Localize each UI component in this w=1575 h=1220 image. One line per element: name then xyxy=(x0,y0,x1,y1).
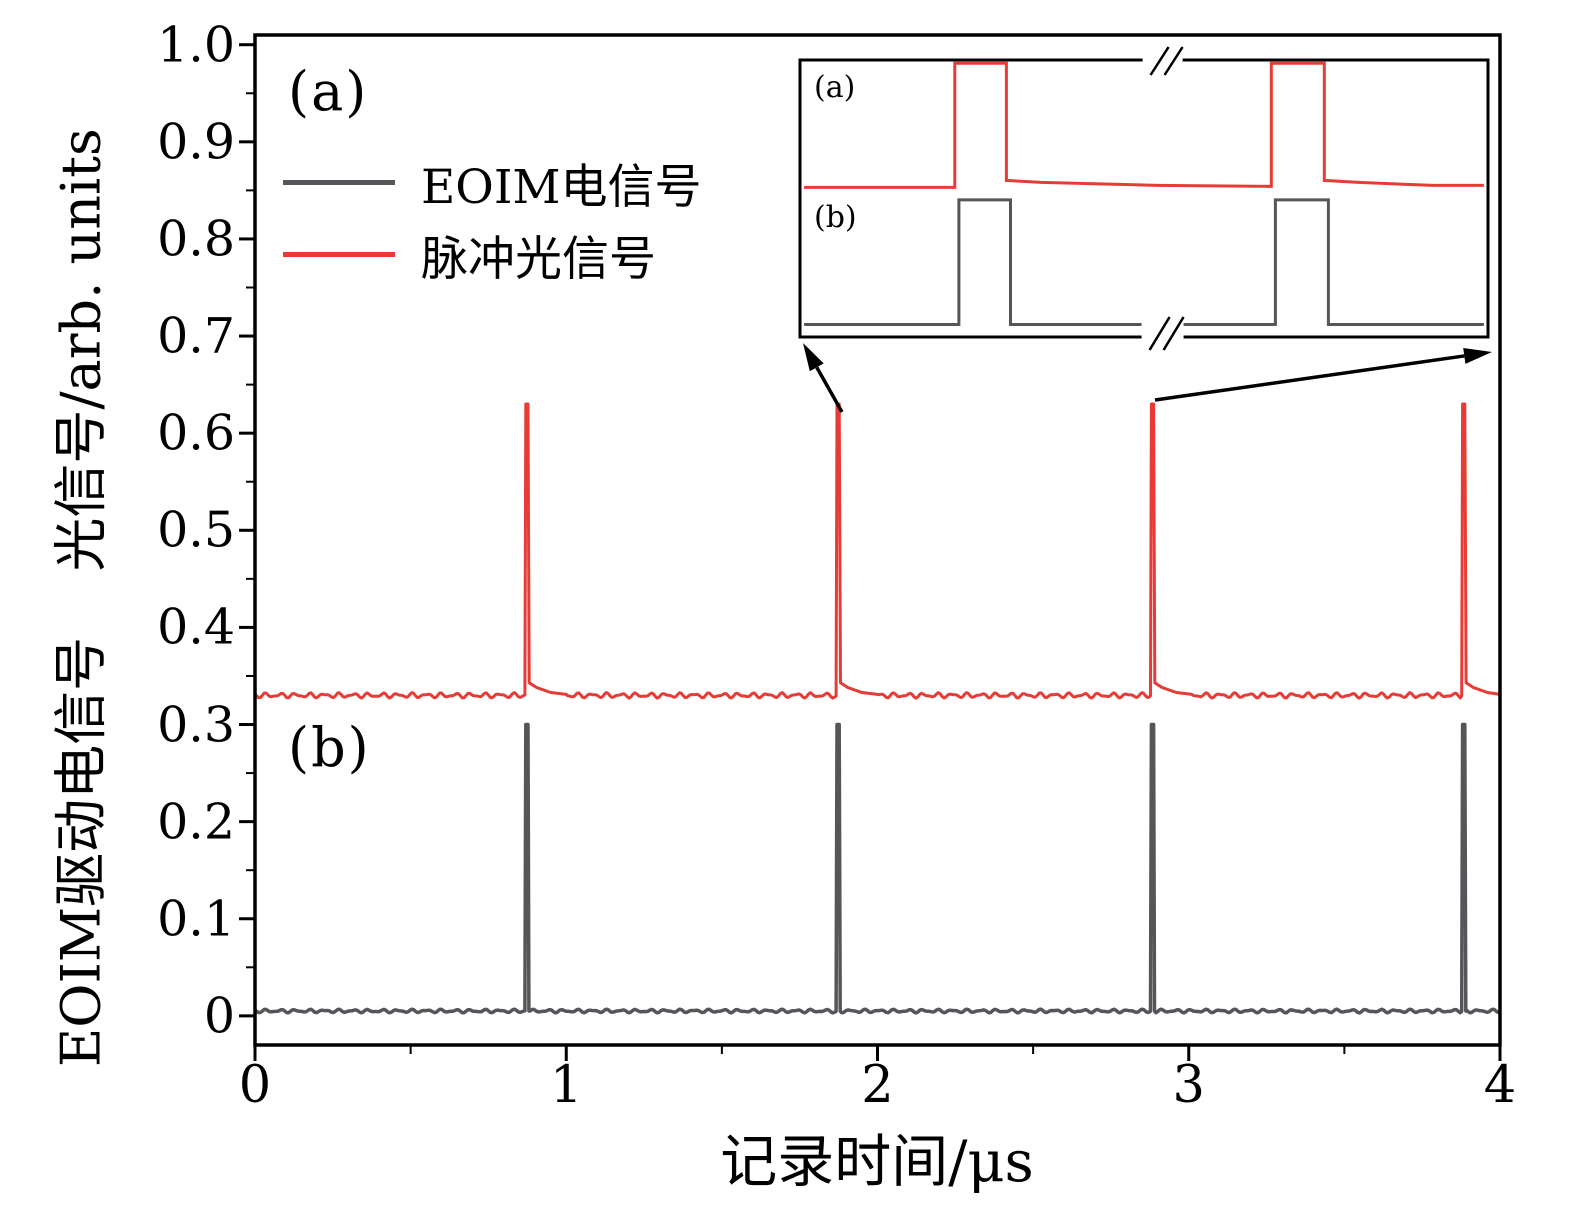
y-tick-label: 0.1 xyxy=(157,890,235,948)
y-tick-label: 0.4 xyxy=(157,598,235,656)
y-tick-label: 0 xyxy=(203,987,235,1045)
legend-item-eoim-electrical: EOIM电信号 xyxy=(283,146,702,218)
y-tick-label: 0.6 xyxy=(157,404,235,462)
y-axis-title-top: 光信号/arb. units xyxy=(49,128,113,572)
plot-frame xyxy=(253,33,1502,1047)
y-tick-label: 1.0 xyxy=(157,16,235,74)
y-tick-label: 0.5 xyxy=(157,501,235,559)
legend-label-pulse: 脉冲光信号 xyxy=(421,231,656,287)
axis-break-top-slash xyxy=(1163,46,1184,76)
y-axis-title-bottom: EOIM驱动电信号 xyxy=(49,636,113,1068)
x-tick-label: 4 xyxy=(1483,1056,1517,1115)
x-tick-label: 3 xyxy=(1172,1056,1205,1115)
inset-label-a: (a) xyxy=(814,70,856,105)
inset-optical-trace xyxy=(804,61,1484,189)
legend-line-red xyxy=(283,251,395,257)
legend-item-optical-pulse: 脉冲光信号 xyxy=(283,218,702,290)
y-tick-label: 0.2 xyxy=(157,793,235,851)
legend-line-gray xyxy=(283,179,395,185)
inset-arrow-left-line xyxy=(815,366,844,413)
panel-label-a: (a) xyxy=(288,60,369,123)
x-tick-label: 0 xyxy=(238,1056,272,1115)
axis-break-bottom-slash xyxy=(1162,316,1185,351)
x-tick-label: 2 xyxy=(861,1056,894,1115)
optical-pulse-trace xyxy=(253,402,1502,700)
axis-break-bottom-slash xyxy=(1148,316,1171,351)
legend-label-eoim: EOIM电信号 xyxy=(421,159,702,215)
inset-arrow-right-line xyxy=(1154,354,1465,402)
inset-label-b: (b) xyxy=(814,200,857,235)
axis-break-top-mask xyxy=(1142,48,1183,74)
inset-box xyxy=(798,58,1490,339)
y-tick-label: 0.7 xyxy=(157,307,235,365)
y-tick-label: 0.3 xyxy=(157,696,235,754)
legend: EOIM电信号 脉冲光信号 xyxy=(283,146,702,290)
inset-arrow-right-head xyxy=(1463,348,1492,364)
y-tick-label: 0.8 xyxy=(157,210,235,268)
axis-break-bottom-mask xyxy=(1141,317,1184,347)
panel-label-b: (b) xyxy=(288,716,371,779)
axis-break-top-slash xyxy=(1149,46,1170,76)
x-axis-title: 记录时间/μs xyxy=(720,1129,1034,1195)
inset-arrow-left-head xyxy=(803,343,824,372)
y-tick-label: 0.9 xyxy=(157,113,235,171)
eoim-electrical-trace xyxy=(254,722,1502,1015)
x-tick-label: 1 xyxy=(550,1056,583,1115)
